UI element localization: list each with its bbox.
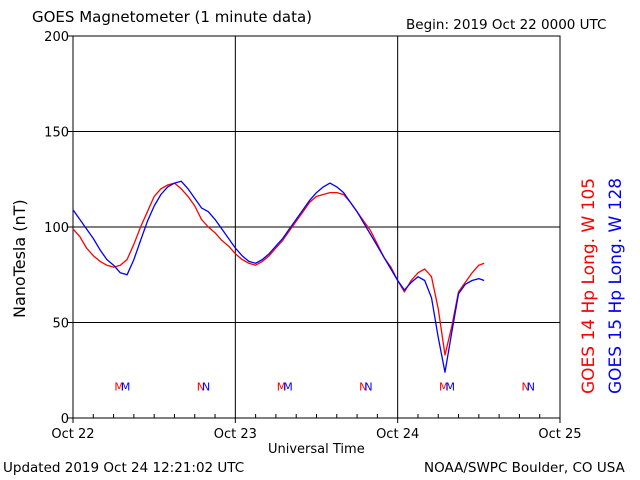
y-tick-label: 200: [44, 30, 69, 45]
chart-title: GOES Magnetometer (1 minute data): [32, 8, 313, 26]
annotation-marker: MM: [114, 381, 130, 394]
annotation-marker: NN: [197, 381, 210, 394]
x-tick-label: Oct 25: [538, 427, 581, 442]
x-tick-label: Oct 22: [51, 427, 94, 442]
annotation-marker: MM: [439, 381, 455, 394]
annotation-marker: NN: [359, 381, 372, 394]
y-tick-label: 150: [44, 126, 69, 141]
legend-goes14: GOES 14 Hp Long. W 105: [579, 177, 599, 394]
x-axis-label: Universal Time: [268, 442, 365, 457]
annotation-marker: NN: [521, 381, 534, 394]
y-tick-label: 50: [52, 317, 69, 332]
credit-text: NOAA/SWPC Boulder, CO USA: [424, 460, 625, 476]
series-line-goes15: [72, 180, 485, 373]
x-tick-label: Oct 24: [376, 427, 419, 442]
y-tick-label: 0: [61, 412, 69, 427]
series-line-goes14: [72, 182, 485, 356]
y-tick-label: 100: [44, 221, 69, 236]
annotation-marker: MM: [277, 381, 293, 394]
updated-timestamp: Updated 2019 Oct 24 12:21:02 UTC: [3, 460, 245, 476]
begin-time: Begin: 2019 Oct 22 0000 UTC: [406, 17, 607, 33]
x-tick-label: Oct 23: [214, 427, 257, 442]
legend-goes15: GOES 15 Hp Long. W 128: [606, 177, 626, 394]
y-axis-label: NanoTesla (nT): [10, 199, 29, 318]
